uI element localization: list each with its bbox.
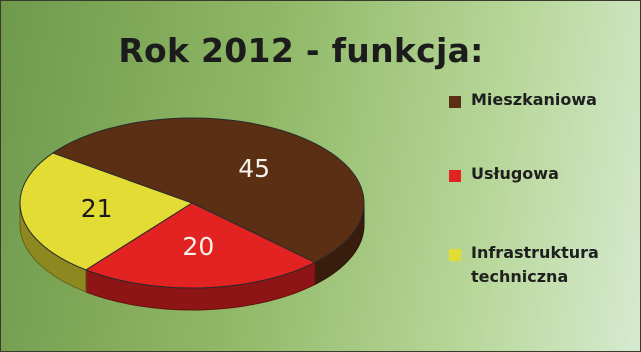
data-label-usugowa: 20 (182, 232, 214, 261)
legend-label-infrastruktura-line1: Infrastruktura (471, 243, 599, 262)
pie-slice-infrastruktura-techniczna (19, 152, 194, 271)
legend-swatch-uslugowa (449, 170, 461, 182)
legend-label-infrastruktura-line2: techniczna (471, 267, 569, 286)
chart-title: Rok 2012 - funkcja: (118, 31, 484, 70)
pie-slice-usugowa (84, 202, 317, 289)
pie-slice-mieszkaniowa (51, 117, 365, 263)
legend-label-mieszkaniowa: Mieszkaniowa (471, 90, 597, 109)
legend-swatch-infrastruktura (449, 249, 461, 261)
legend-label-infrastruktura: Infrastruktura techniczna (471, 241, 631, 289)
legend-swatch-mieszkaniowa (449, 96, 461, 108)
data-label-mieszkaniowa: 45 (238, 154, 270, 183)
data-label-infrastruktura-techniczna: 21 (81, 194, 113, 223)
legend: Mieszkaniowa Usługowa Infrastruktura tec… (449, 1, 640, 351)
legend-label-uslugowa: Usługowa (471, 164, 559, 183)
